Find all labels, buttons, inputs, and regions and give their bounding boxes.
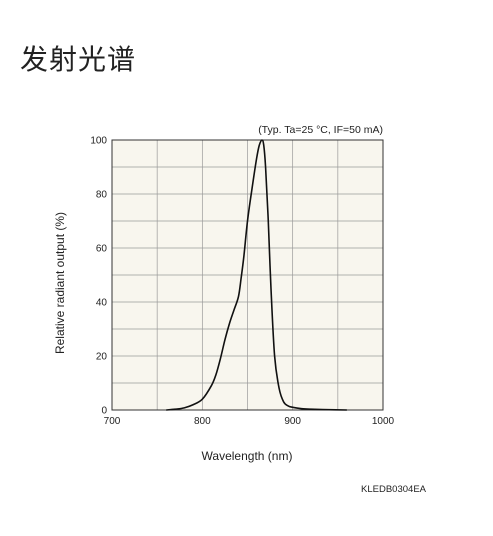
x-tick-label: 800 [194, 416, 211, 427]
spectrum-line [166, 139, 347, 411]
y-tick-label: 80 [96, 190, 108, 201]
page-title: 发射光谱 [20, 43, 137, 76]
y-tick-label: 20 [96, 352, 108, 363]
x-axis-title: Wavelength (nm) [202, 449, 293, 463]
plot-frame [111, 139, 384, 411]
x-tick-label: 700 [104, 416, 121, 427]
y-tick-label: 60 [96, 244, 108, 255]
figure-code: KLEDB0304EA [361, 484, 427, 495]
y-axis-ticks: 0 20 40 60 80 100 [90, 136, 107, 417]
y-tick-label: 40 [96, 298, 108, 309]
condition-note: (Typ. Ta=25 °C, IF=50 mA) [258, 124, 383, 136]
y-tick-label: 100 [90, 136, 107, 147]
x-tick-label: 1000 [372, 416, 395, 427]
x-axis-ticks: 700 800 900 1000 [104, 416, 395, 427]
y-axis-title: Relative radiant output (%) [53, 212, 67, 354]
x-tick-label: 900 [284, 416, 301, 427]
y-tick-label: 0 [101, 406, 107, 417]
